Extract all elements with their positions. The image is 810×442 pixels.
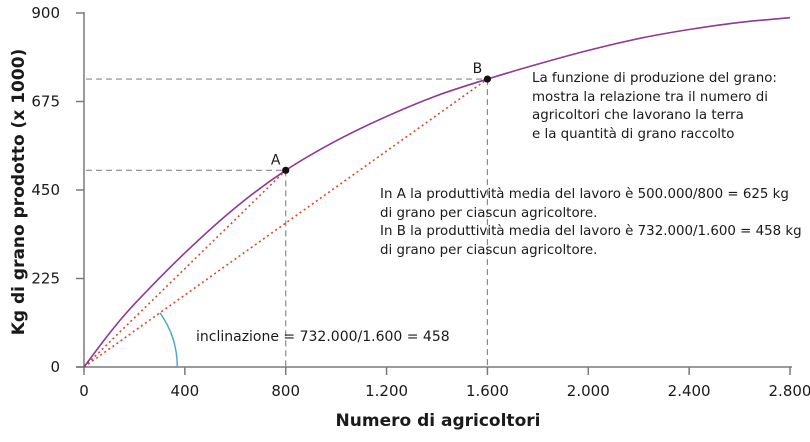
description-line: agricoltori che lavorano la terra [532,108,744,123]
productivity-explanation: In A la produttività media del lavoro è … [380,186,802,260]
productivity-line: In A la produttività media del lavoro è … [380,187,789,202]
y-tick-label: 0 [50,358,60,376]
y-tick-label: 225 [31,270,60,288]
productivity-line: di grano per ciascun agricoltore. [380,242,598,258]
point-a [282,166,290,174]
x-axis-ticks: 0 400 800 1.200 1.600 2.000 2.400 2.800 [79,367,810,400]
description-line: mostra la relazione tra il numero di [532,89,768,105]
y-tick-label: 900 [31,4,60,22]
y-axis-ticks: 0 225 450 675 900 [31,4,84,376]
ray-to-a [83,169,287,368]
y-axis-title: Kg di grano prodotto (x 1000) [9,49,29,336]
x-tick-label: 2.400 [668,382,711,400]
labeled-points: AB [271,61,492,174]
x-tick-label: 1.200 [365,382,408,400]
x-tick-label: 800 [271,382,300,400]
point-label: B [473,61,483,77]
y-tick-label: 450 [31,181,60,199]
productivity-line: di grano per ciascun agricoltore. [380,205,598,221]
x-tick-label: 400 [171,382,200,400]
point-b [483,75,492,83]
x-tick-label: 1.600 [466,382,509,400]
description-line: La funzione di produzione del grano: [532,71,777,86]
slope-angle-arc [159,312,178,368]
description-line: e la quantità di grano raccolto [532,126,735,142]
x-tick-label: 0 [79,382,89,400]
production-function-description: La funzione di produzione del grano: mos… [532,70,777,144]
slope-label: inclinazione = 732.000/1.600 = 458 [196,329,450,345]
productivity-line: In B la produttività media del lavoro è … [380,224,802,239]
y-tick-label: 675 [31,93,60,111]
x-tick-label: 2.000 [567,382,610,400]
x-axis-title: Numero di agricoltori [336,411,541,431]
x-tick-label: 2.800 [769,382,810,400]
average-product-rays [83,78,488,368]
point-label: A [271,152,281,168]
dashed-guide-lines [86,78,489,367]
production-function-curve [83,16,791,368]
